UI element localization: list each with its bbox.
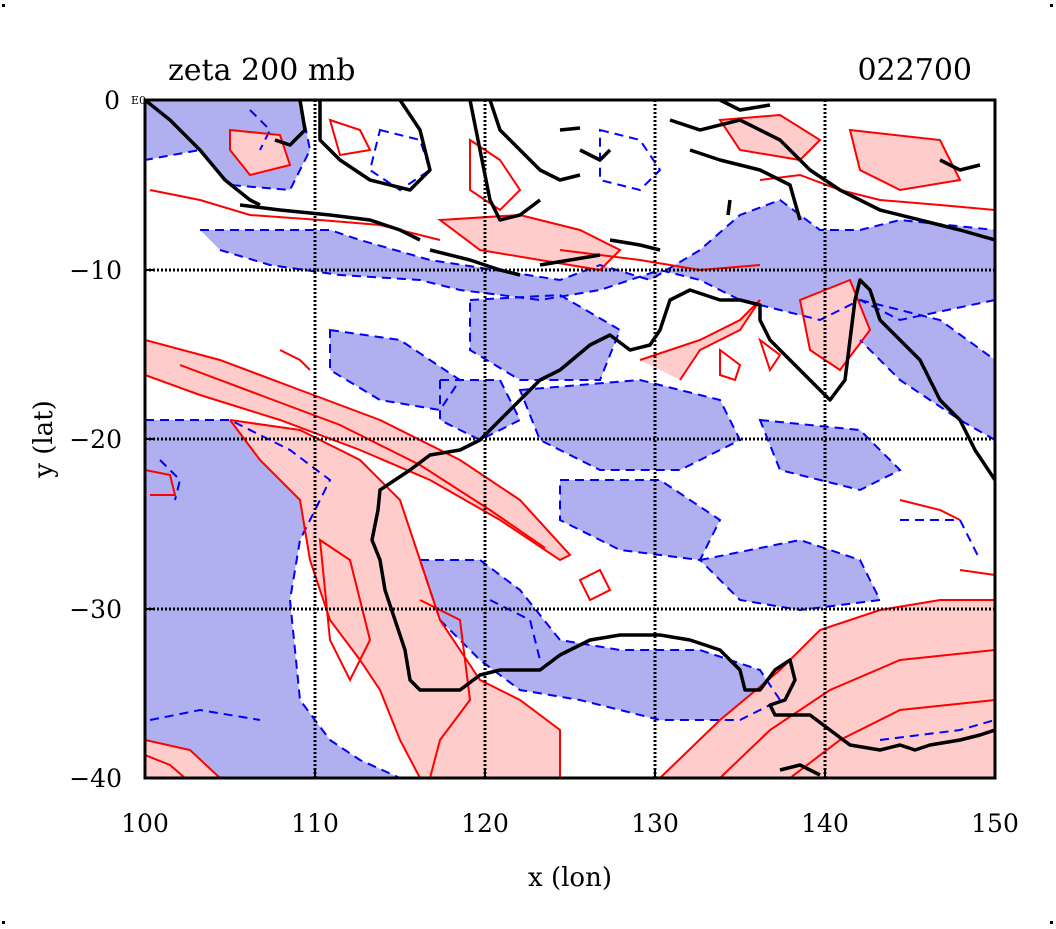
y-tick-label: −10 bbox=[69, 256, 122, 285]
x-tick-label: 110 bbox=[291, 809, 339, 838]
y-tick-label: −30 bbox=[69, 595, 122, 624]
positive-vorticity-contours bbox=[145, 113, 995, 778]
plot-layers bbox=[145, 100, 995, 778]
corner-tag: E0 bbox=[131, 94, 146, 107]
y-tick-label: −40 bbox=[69, 764, 122, 793]
x-axis-label: x (lon) bbox=[528, 863, 612, 893]
x-tick-label: 130 bbox=[631, 809, 679, 838]
tick-marks bbox=[145, 269, 826, 778]
x-tick-label: 120 bbox=[461, 809, 509, 838]
y-tick-label: −20 bbox=[69, 425, 122, 454]
y-tick-labels: 0 −10 −20 −30 −40 bbox=[69, 86, 122, 793]
x-tick-labels: 100 110 120 130 140 150 bbox=[121, 809, 1019, 838]
y-tick-label: 0 bbox=[104, 86, 120, 115]
map-timestamp: 022700 bbox=[857, 53, 972, 88]
x-tick-label: 150 bbox=[971, 809, 1019, 838]
negative-vorticity-shading bbox=[145, 100, 995, 778]
y-axis-label: y (lat) bbox=[29, 400, 59, 479]
negative-vorticity-contours bbox=[145, 100, 995, 778]
x-tick-label: 140 bbox=[801, 809, 849, 838]
graticule bbox=[145, 100, 995, 778]
x-tick-label: 100 bbox=[121, 809, 169, 838]
map-title: zeta 200 mb bbox=[168, 53, 356, 88]
corner-dots bbox=[2, 4, 1053, 924]
coastlines bbox=[145, 100, 995, 777]
